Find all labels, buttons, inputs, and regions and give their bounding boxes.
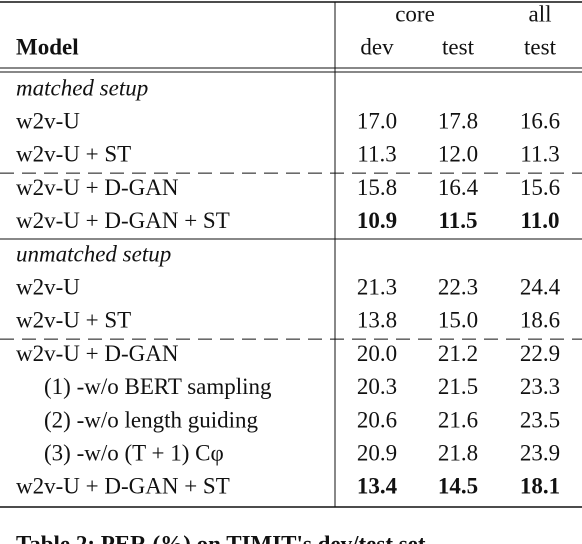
cell-value: 18.6 [520, 308, 560, 333]
cell-value: 15.6 [520, 175, 560, 200]
cell-value: 17.0 [357, 108, 397, 133]
model-header: Model [16, 34, 79, 59]
cell-value: 11.3 [520, 142, 559, 167]
cell-value: 10.9 [357, 208, 397, 233]
cell-value: 23.5 [520, 407, 560, 432]
cell-value: 18.1 [520, 474, 560, 499]
cell-value: 21.2 [438, 341, 478, 366]
cell-value: 11.0 [521, 208, 560, 233]
row-label: w2v-U + D-GAN + ST [16, 474, 230, 499]
cell-value: 21.3 [357, 274, 397, 299]
cell-value: 14.5 [438, 474, 478, 499]
group-header: core [395, 1, 435, 26]
section-title: unmatched setup [16, 241, 171, 266]
row-label: w2v-U + ST [16, 308, 131, 333]
cell-value: 11.5 [439, 208, 478, 233]
row-label: w2v-U [16, 108, 80, 133]
row-label: (2) -w/o length guiding [44, 407, 258, 432]
cell-value: 20.9 [357, 440, 397, 465]
cell-value: 20.3 [357, 374, 397, 399]
cell-value: 21.6 [438, 407, 478, 432]
row-label: (1) -w/o BERT sampling [44, 374, 272, 399]
row-label: w2v-U [16, 274, 80, 299]
cell-value: 15.8 [357, 175, 397, 200]
cell-value: 13.4 [357, 474, 398, 499]
cell-value: 15.0 [438, 308, 478, 333]
cell-value: 23.9 [520, 440, 560, 465]
cell-value: 13.8 [357, 308, 397, 333]
row-label: w2v-U + D-GAN + ST [16, 208, 230, 233]
cell-value: 22.3 [438, 274, 478, 299]
section-title: matched setup [16, 75, 148, 100]
cell-value: 23.3 [520, 374, 560, 399]
cell-value: 16.4 [438, 175, 479, 200]
caption: Table 2: PER (%) on TIMIT's dev/test set [16, 531, 426, 544]
cell-value: 17.8 [438, 108, 478, 133]
row-label: w2v-U + D-GAN [16, 175, 179, 200]
row-label: w2v-U + ST [16, 142, 131, 167]
cell-value: 11.3 [357, 142, 396, 167]
cell-value: 22.9 [520, 341, 560, 366]
cell-value: 20.6 [357, 407, 397, 432]
cell-value: 12.0 [438, 142, 478, 167]
cell-value: 21.5 [438, 374, 478, 399]
row-label: (3) -w/o (T + 1) Cφ [44, 440, 224, 465]
row-label: w2v-U + D-GAN [16, 341, 179, 366]
cell-value: 20.0 [357, 341, 397, 366]
group-header: all [529, 1, 552, 26]
cell-value: 21.8 [438, 440, 478, 465]
column-header: test [524, 34, 557, 59]
column-header: dev [360, 34, 394, 59]
cell-value: 16.6 [520, 108, 560, 133]
column-header: test [442, 34, 475, 59]
cell-value: 24.4 [520, 274, 561, 299]
